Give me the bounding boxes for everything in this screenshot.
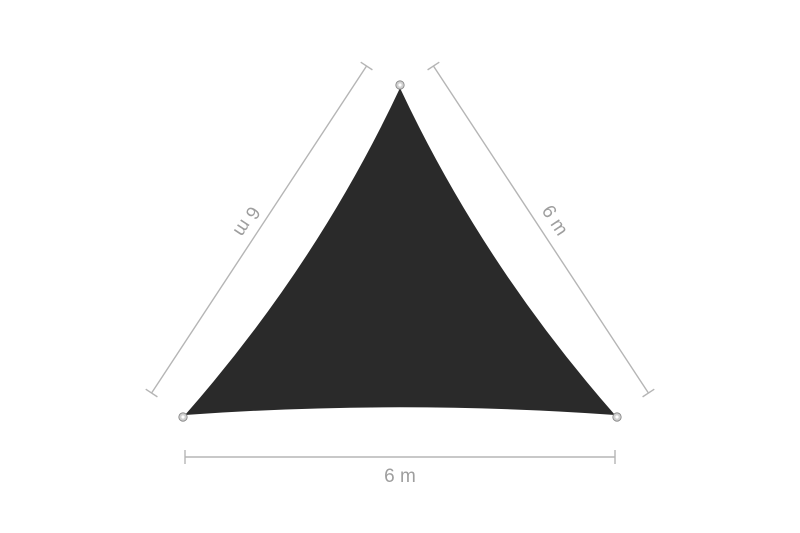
diagram-stage: 6 m 6 m 6 m bbox=[0, 0, 800, 533]
diagram-svg bbox=[0, 0, 800, 533]
dimension-label-bottom: 6 m bbox=[384, 466, 416, 488]
